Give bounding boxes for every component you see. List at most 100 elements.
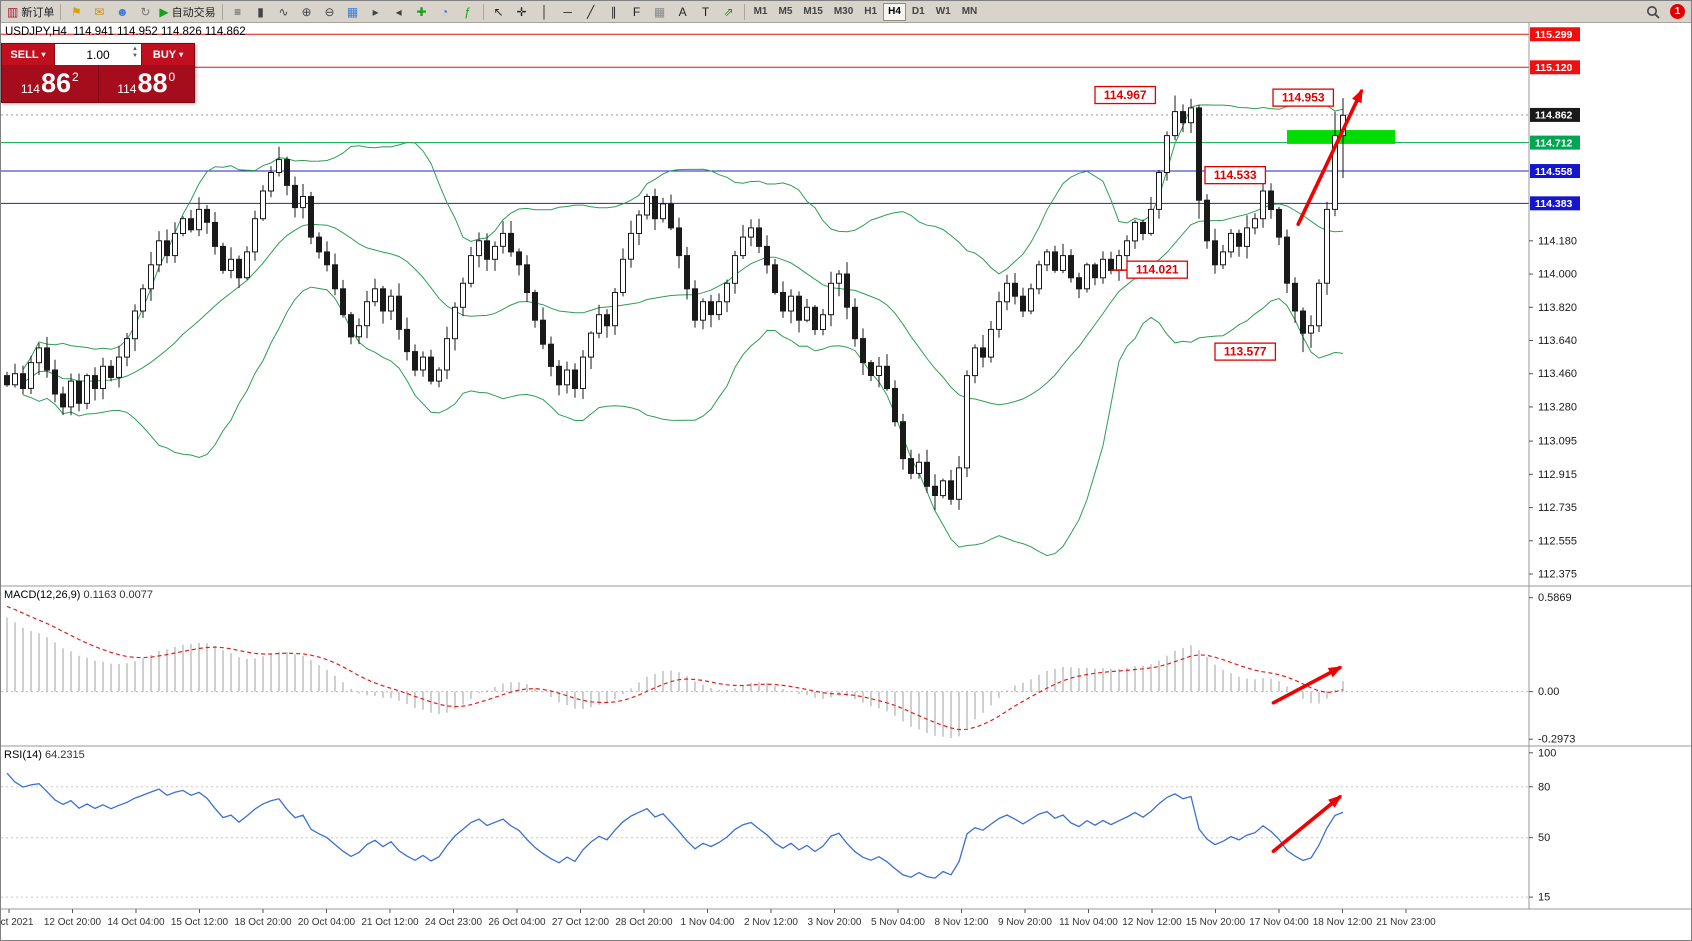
indicators-icon: ƒ [464,4,471,19]
search-icon [1647,5,1660,19]
channel-icon: ∥ [610,4,617,19]
vertical-line-icon: │ [540,4,549,19]
line-chart-button[interactable]: ∿ [273,3,295,21]
crosshair-button[interactable]: ✛ [511,3,533,21]
zoom-in-icon: ⊕ [301,4,312,19]
indicators-button[interactable]: ƒ [457,3,479,21]
svg-text:0.00: 0.00 [1538,686,1559,698]
auto-scroll-button[interactable]: ▸ [365,3,387,21]
toolbar-separator [221,3,223,20]
svg-text:5 Nov 04:00: 5 Nov 04:00 [871,917,925,928]
ohlc-values: 114.941 114.952 114.826 114.862 [73,26,246,38]
chevron-down-icon: ▾ [41,50,46,59]
svg-text:114.000: 114.000 [1538,269,1577,281]
svg-text:18 Oct 20:00: 18 Oct 20:00 [234,917,292,928]
zoom-out-button[interactable]: ⊖ [319,3,341,21]
buy-button[interactable]: BUY ▾ [141,44,194,65]
cursor-button[interactable]: ↖ [488,3,510,21]
svg-text:27 Oct 12:00: 27 Oct 12:00 [552,917,610,928]
notification-badge[interactable]: 1 [1670,4,1685,19]
timeframe-mn-button[interactable]: MN [961,5,978,17]
periods-button[interactable]: ◔ [434,3,456,21]
arrows-tool-button[interactable]: ⇗ [718,3,740,21]
chart-symbol-ohlc: USDJPY,H4 114.941 114.952 114.826 114.86… [5,26,246,38]
buy-price-display[interactable]: 114 88 0 [99,65,195,102]
timeframe-w1-button[interactable]: W1 [935,5,951,17]
macd-indicator [1,605,1529,738]
svg-text:-0.2973: -0.2973 [1538,734,1575,746]
autotrade-icon: ▶ [159,4,169,19]
tile-windows-button[interactable]: ▦ [342,3,364,21]
bar-chart-button[interactable]: ≡ [227,3,249,21]
timeframe-h1-button[interactable]: H1 [864,5,878,17]
fibonacci-button[interactable]: F [626,3,648,21]
svg-text:112.555: 112.555 [1538,535,1577,547]
new-chart-button[interactable]: ✚ [411,3,433,21]
grid-icon: ▦ [653,4,666,19]
community-icon: ☻ [116,4,129,19]
mail-button[interactable]: ✉ [88,3,110,21]
svg-text:113.460: 113.460 [1538,368,1577,380]
buy-price-pip: 0 [168,70,176,84]
volume-spinner-icon[interactable]: ▲ ▼ [132,46,138,59]
vertical-line-button[interactable]: │ [534,3,556,21]
svg-text:18 Nov 12:00: 18 Nov 12:00 [1313,917,1373,928]
svg-text:80: 80 [1538,781,1550,793]
search-button[interactable] [1642,3,1664,21]
toolbar-separator [482,3,484,20]
svg-text:114.712: 114.712 [1535,137,1573,149]
text-label-button[interactable]: T [695,3,717,21]
toolbar-separator [60,3,62,20]
timeframe-d1-button[interactable]: D1 [911,5,925,17]
svg-text:15 Nov 20:00: 15 Nov 20:00 [1186,917,1246,928]
time-axis[interactable]: 8 Oct 2021 12 Oct 20:00 14 Oct 04:00 15 Oct… [1,909,1436,928]
sell-price-prefix: 114 [20,82,40,96]
alert-button[interactable]: ⚑ [65,3,87,21]
svg-text:112.375: 112.375 [1538,569,1577,581]
text-label-icon: T [701,4,710,19]
rsi-line [6,772,1344,879]
new-order-button[interactable]: ▥ 新订单 [5,3,56,21]
buy-price-big: 88 [137,68,168,98]
svg-text:17 Nov 04:00: 17 Nov 04:00 [1249,917,1309,928]
sell-button[interactable]: SELL ▾ [2,44,55,65]
channel-button[interactable]: ∥ [603,3,625,21]
svg-text:113.095: 113.095 [1538,436,1577,448]
sell-price-display[interactable]: 114 86 2 [2,65,99,102]
timeframe-m5-button[interactable]: M5 [778,5,793,17]
horizontal-line-button[interactable]: ─ [557,3,579,21]
chart-shift-button[interactable]: ◂ [388,3,410,21]
rsi-label: RSI(14) 64.2315 [4,749,85,761]
new-chart-icon: ✚ [416,4,427,19]
arrows-tool-icon: ⇗ [723,4,734,19]
auto-trading-button[interactable]: ▶ 自动交易 [157,3,217,21]
svg-text:114.558: 114.558 [1535,166,1573,178]
refresh-button[interactable]: ↻ [134,3,156,21]
svg-text:113.577: 113.577 [1224,345,1267,359]
text-button[interactable]: A [672,3,694,21]
horizontal-line-icon: ─ [563,4,572,19]
svg-text:114.383: 114.383 [1535,198,1573,210]
price-axis[interactable]: 114.180 114.000 113.820 113.640 113.460 113.2… [1529,27,1580,904]
volume-input[interactable]: 1.00 ▲ ▼ [55,44,141,65]
svg-text:114.967: 114.967 [1104,88,1147,102]
svg-text:20 Oct 04:00: 20 Oct 04:00 [298,917,356,928]
svg-text:112.735: 112.735 [1538,502,1577,514]
svg-text:24 Oct 23:00: 24 Oct 23:00 [425,917,483,928]
svg-text:9 Nov 20:00: 9 Nov 20:00 [998,917,1052,928]
svg-text:115.120: 115.120 [1535,62,1573,74]
timeframe-m30-button[interactable]: M30 [833,5,854,17]
rsi-value: 64.2315 [44,749,85,761]
zoom-in-button[interactable]: ⊕ [296,3,318,21]
candlestick-icon: ▮ [257,4,264,19]
trendline-button[interactable]: ╱ [580,3,602,21]
timeframe-h4-button[interactable]: H4 [883,2,906,21]
timeframe-m15-button[interactable]: M15 [803,5,823,17]
community-button[interactable]: ☻ [111,3,133,21]
refresh-icon: ↻ [140,4,151,19]
candlestick-button[interactable]: ▮ [250,3,272,21]
alert-icon: ⚑ [70,4,82,19]
grid-button[interactable]: ▦ [649,3,671,21]
timeframe-m1-button[interactable]: M1 [753,5,768,17]
